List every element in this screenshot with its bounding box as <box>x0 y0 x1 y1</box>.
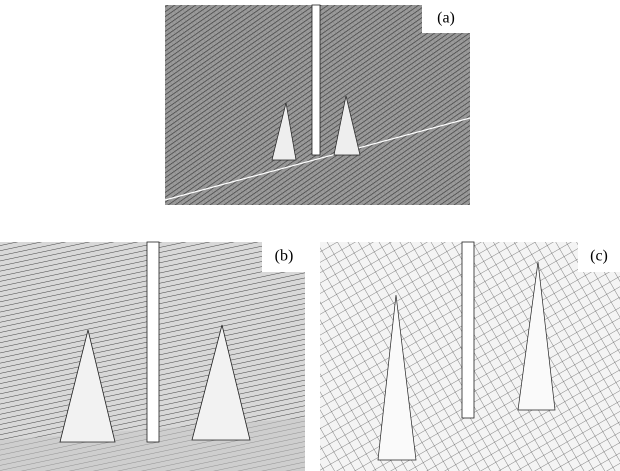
panel-c: (c) <box>320 242 620 471</box>
figure: (a) (b) (c) <box>0 0 620 471</box>
peak-bar <box>312 5 320 155</box>
peak-bar <box>147 242 159 442</box>
page: {"panels": [{"label": "(a)"}, {"label": … <box>0 0 620 471</box>
panel-a: (a) <box>165 5 470 205</box>
panel-label: (c) <box>590 248 608 265</box>
panel-b: (b) <box>0 242 305 471</box>
peak-bar <box>462 242 474 418</box>
panel-label: (b) <box>275 248 294 265</box>
panel-label: (a) <box>437 10 455 27</box>
